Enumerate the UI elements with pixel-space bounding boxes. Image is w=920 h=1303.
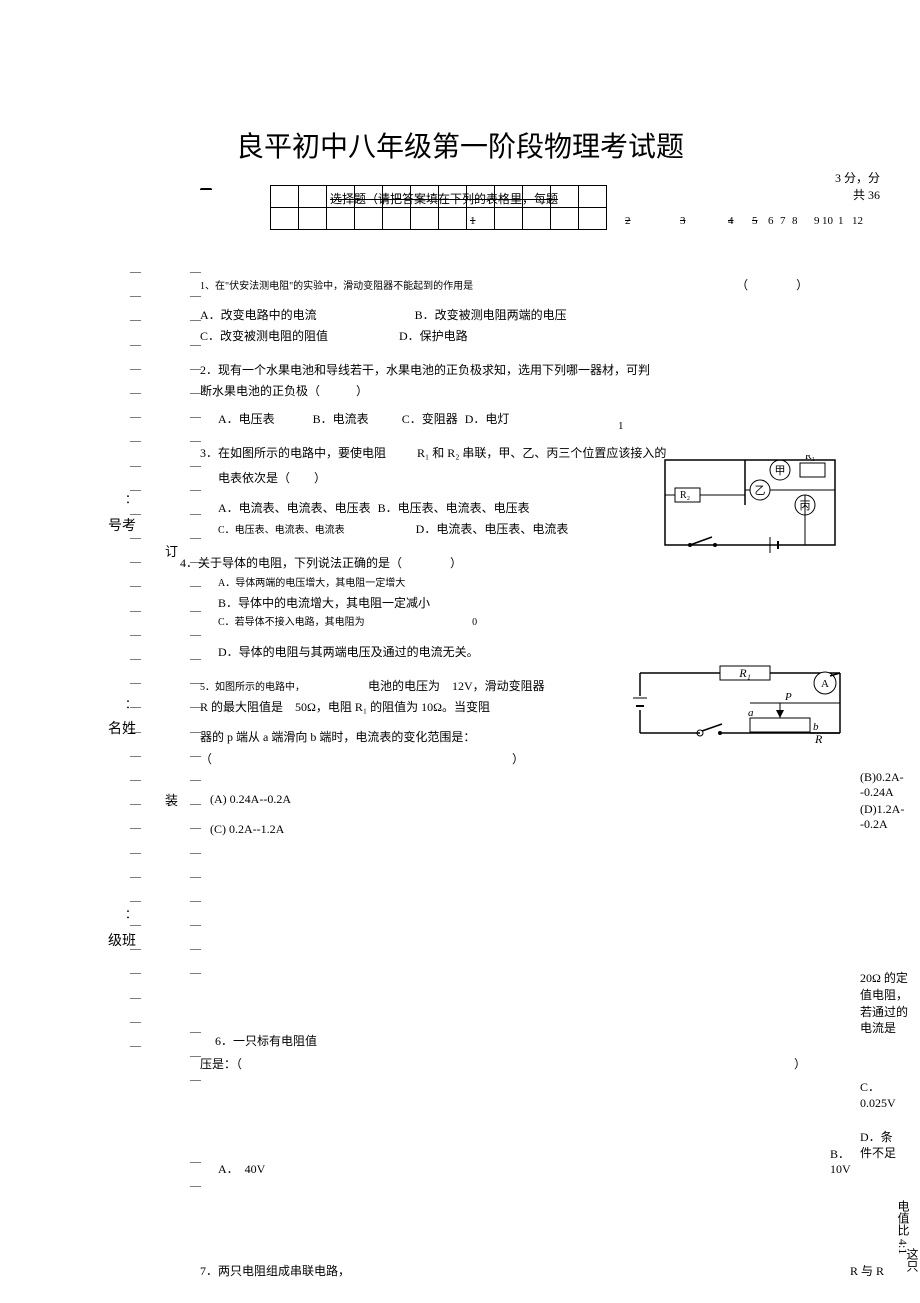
q7-stem-c-vert: 电值比 4:1 [884, 1200, 910, 1254]
zhuang-char: 装 [165, 790, 178, 809]
svg-text:a: a [748, 707, 754, 719]
q3-stem-b: R₁ 和 R₂ 串联，甲、乙、丙三个位置应该接入的 [417, 446, 666, 460]
q1-optB: B．改变被测电阻两端的电压 [415, 308, 567, 322]
num-2: 2 [625, 215, 631, 227]
num-10: 10 [822, 215, 833, 227]
question-1: 1、在"伏安法测电阻"的实验中，滑动变阻器不能起到的作用是 （ ） A．改变电路… [200, 275, 850, 348]
q6-stem-c: 压是：（ ） [200, 1055, 806, 1072]
q3-stem-a: 3．在如图所示的电路中，要使电阻 [200, 446, 386, 460]
q4-optA: A．导体两端的电压增大，其电阻一定增大 [218, 575, 850, 593]
q4-optC: C．若导体不接入电路，其电阻为 [218, 617, 365, 628]
q7-stem-a: 7．两只电阻组成串联电路， [200, 1262, 350, 1279]
dashes-bottom: ——— [190, 1020, 201, 1093]
svg-text:R₁: R₁ [805, 455, 815, 462]
q4-zero: 0 [472, 617, 477, 628]
question-4: 4．关于导体的电阻，下列说法正确的是（ ） A．导体两端的电压增大，其电阻一定增… [180, 553, 850, 664]
q3-optC: C．电压表、电流表、电流表 [218, 525, 345, 536]
num-7: 7 [780, 215, 786, 227]
score-line2: 共 36 [853, 188, 880, 202]
q6-stem-a: 6．一只标有电阻值 [215, 1032, 317, 1049]
num-8: 8 [792, 215, 798, 227]
svg-text:A: A [821, 678, 829, 690]
circuit-diagram-1: 甲 R₁ 乙 R₂ 丙 [660, 455, 840, 555]
q2-optA: A．电压表 [218, 412, 275, 426]
section-num: 一 [200, 182, 212, 196]
q4-stem: 4．关于导体的电阻，下列说法正确的是（ ） [180, 553, 850, 575]
num-1: 1 [470, 215, 476, 227]
score-text: 3 分，分 共 36 [835, 170, 880, 204]
side-kaohao: 号考 [108, 515, 136, 535]
svg-text:P: P [784, 691, 792, 703]
num-12: 12 [852, 215, 863, 227]
num-5: 5 [752, 215, 758, 227]
answer-table [270, 185, 607, 230]
q7-stem-d: 这只 [904, 1248, 918, 1272]
num-11: 1 [838, 215, 844, 227]
q1-optA: A．改变电路中的电流 [200, 308, 317, 322]
q2-optC: C．变阻器 [402, 412, 458, 426]
svg-text:乙: 乙 [755, 484, 766, 497]
q7-stem-b: R 与 R [850, 1262, 884, 1279]
q5-optB: (B)0.2A--0.24A [860, 770, 910, 800]
page-title: 良平初中八年级第一阶段物理考试题 [0, 0, 920, 165]
q6-optC: C．0.025V [860, 1080, 900, 1111]
q5-stem-e: （ ） [200, 749, 850, 771]
score-line1: 3 分，分 [835, 171, 880, 185]
q6-optA: A． 40V [218, 1160, 265, 1177]
ding-char: 订 [165, 541, 178, 560]
q6-optB: B．10V [830, 1145, 860, 1177]
svg-text:R₁: R₁ [738, 666, 751, 680]
q2-optD: D．电灯 [465, 412, 510, 426]
svg-text:甲: 甲 [775, 465, 786, 477]
dashes-bottom2: —— [190, 1150, 201, 1198]
q5-optA: (A) 0.24A--0.2A [210, 792, 291, 807]
q5-stem-b: 电池的电压为 12V，滑动变阻器 [368, 679, 545, 693]
q1-optD: D．保护电路 [399, 329, 468, 343]
q5-optC: (C) 0.2A--1.2A [210, 822, 284, 837]
q6-stem-b: 20Ω 的定值电阻，若通过的电流是 [860, 970, 910, 1037]
q5-stem-a: 5．如图所示的电路中， [200, 682, 305, 693]
q1-optC: C．改变被测电阻的阻值 [200, 329, 328, 343]
side-banji: 级班 [108, 930, 136, 950]
q2-optB: B．电流表 [313, 412, 369, 426]
q1-paren: （ ） [736, 278, 808, 292]
q3-optD: D．电流表、电压表、电流表 [416, 522, 569, 536]
num-3: 3 [680, 215, 686, 227]
num-9: 9 [814, 215, 820, 227]
svg-text:R: R [814, 732, 823, 746]
side-xingming: 名姓 [108, 718, 136, 738]
q4-optB: B．导体中的电流增大，其电阻一定减小 [218, 596, 430, 610]
circuit-diagram-2: R₁ A a b R P [630, 658, 850, 748]
q3-optA: A．电流表、电流表、电压表 [218, 501, 371, 515]
q6-optD: D．条件不足 [860, 1130, 900, 1161]
num-6: 6 [768, 215, 774, 227]
q5-optD: (D)1.2A--0.2A [860, 802, 910, 832]
section-header: 一 [200, 180, 212, 197]
q3-optB: B．电压表、电流表、电压表 [378, 501, 530, 515]
q2-stem: 2．现有一个水果电池和导线若干，水果电池的正负极求知，选用下列哪一器材，可判断水… [200, 360, 650, 403]
num-4: 4 [728, 215, 734, 227]
q1-stem: 1、在"伏安法测电阻"的实验中，滑动变阻器不能起到的作用是 [200, 281, 473, 292]
svg-text:R₂: R₂ [680, 490, 690, 501]
question-2: 2．现有一个水果电池和导线若干，水果电池的正负极求知，选用下列哪一器材，可判断水… [200, 360, 850, 431]
